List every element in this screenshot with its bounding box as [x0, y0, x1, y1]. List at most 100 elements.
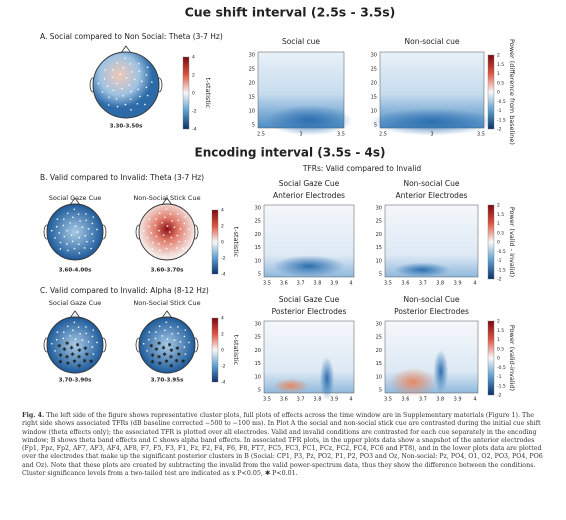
electrode — [87, 228, 90, 230]
x-tick-label: 3.8 — [436, 397, 444, 403]
colorbar-label: t-statistic — [232, 227, 240, 258]
y-tick-label: 15 — [255, 245, 261, 251]
colorbar-label: Power (valid - invalid) — [508, 207, 516, 277]
electrode — [112, 89, 115, 92]
electrode — [177, 332, 180, 335]
electrode — [176, 234, 179, 237]
electrode — [145, 74, 148, 76]
y-tick-label: 15 — [255, 361, 261, 367]
y-tick-label: 15 — [376, 245, 382, 251]
electrode — [173, 339, 176, 342]
electrode — [122, 95, 124, 97]
electrode — [148, 218, 151, 221]
electrode — [72, 329, 74, 332]
electrode-star: ✱ — [77, 355, 82, 361]
electrode — [165, 321, 168, 324]
electrode — [70, 234, 73, 236]
electrode — [81, 226, 84, 229]
y-tick-label: 30 — [249, 53, 255, 59]
electrode — [78, 252, 81, 254]
electrode-star: ✱ — [169, 364, 174, 370]
electrode — [92, 353, 95, 355]
x-tick-label: 4 — [349, 397, 352, 403]
y-tick-label: 15 — [249, 95, 255, 101]
electrode — [71, 240, 74, 243]
colorbar-tick-label: 0 — [192, 91, 195, 97]
x-tick-label: 3.7 — [419, 397, 427, 403]
electrode — [184, 353, 187, 355]
electrode — [169, 326, 172, 328]
electrode — [78, 243, 80, 245]
electrode — [158, 229, 160, 232]
electrode — [166, 225, 169, 227]
electrode-star: ✱ — [85, 352, 90, 358]
electrode-star: ✱ — [162, 346, 167, 352]
x-tick-label: 2.5 — [257, 132, 265, 138]
colorbar-tick-label: 2 — [192, 73, 195, 79]
electrode — [91, 335, 94, 338]
electrode — [92, 240, 95, 242]
electrode — [159, 249, 161, 252]
electrode — [165, 208, 168, 211]
electrode — [183, 335, 186, 338]
electrode-star: ✱ — [150, 359, 155, 365]
colorbar — [211, 209, 219, 275]
electrode — [166, 338, 169, 340]
electrode — [79, 220, 81, 222]
electrode — [155, 235, 158, 238]
tfr-blob — [273, 378, 309, 393]
electrode-star: ✱ — [158, 361, 163, 367]
x-tick-label: 3.7 — [419, 281, 427, 287]
colorbar-tick-label: 0 — [497, 356, 500, 362]
electrode — [79, 333, 81, 335]
colorbar-tick-label: -2 — [497, 393, 502, 399]
y-tick-label: 10 — [249, 109, 255, 115]
electrode — [107, 104, 110, 106]
electrode — [146, 350, 148, 352]
electrode — [163, 240, 166, 243]
electrode-star: ✱ — [175, 346, 180, 352]
electrode — [131, 71, 133, 73]
electrode — [78, 236, 81, 239]
colorbar-tick-label: 2 — [221, 332, 224, 338]
electrode — [72, 216, 74, 219]
colorbar-tick-label: 2 — [497, 53, 500, 59]
x-tick-label: 3.5 — [337, 132, 345, 138]
colorbar-tick-label: 0 — [497, 90, 500, 96]
colorbar — [487, 204, 495, 280]
electrode-star: ✱ — [89, 359, 94, 365]
caption-text: The left side of the figure shows repres… — [22, 412, 543, 478]
y-tick-label: 30 — [376, 206, 382, 212]
electrode — [155, 331, 157, 333]
electrode — [142, 229, 145, 232]
electrode — [77, 326, 80, 328]
x-tick-label: 3 — [299, 132, 302, 138]
electrode — [54, 350, 56, 352]
colorbar-tick-label: 4 — [221, 316, 224, 322]
electrode-star: ✱ — [175, 358, 180, 364]
electrode — [50, 342, 53, 345]
colorbar-tick-label: -2 — [497, 127, 502, 133]
electrode — [146, 94, 149, 97]
y-tick-label: 20 — [255, 348, 261, 354]
electrode — [96, 228, 98, 231]
nose — [69, 197, 81, 206]
colorbar-tick-label: 1.5 — [497, 212, 504, 218]
colorbar-tick-label: -1.5 — [497, 383, 506, 389]
electrode — [170, 243, 172, 245]
electrode-star: ✱ — [72, 359, 77, 365]
electrode-star: ✱ — [58, 359, 63, 365]
electrode — [90, 247, 92, 250]
electrode — [124, 57, 127, 60]
electrode — [121, 87, 123, 90]
electrode — [56, 331, 59, 334]
electrode-star: ✱ — [162, 352, 167, 358]
electrode — [85, 213, 87, 215]
electrode-star: ✱ — [83, 358, 88, 364]
tfr-title: Non-social Cue — [403, 179, 459, 188]
electrode — [87, 341, 90, 343]
electrode — [91, 233, 94, 235]
electrode — [84, 234, 87, 237]
